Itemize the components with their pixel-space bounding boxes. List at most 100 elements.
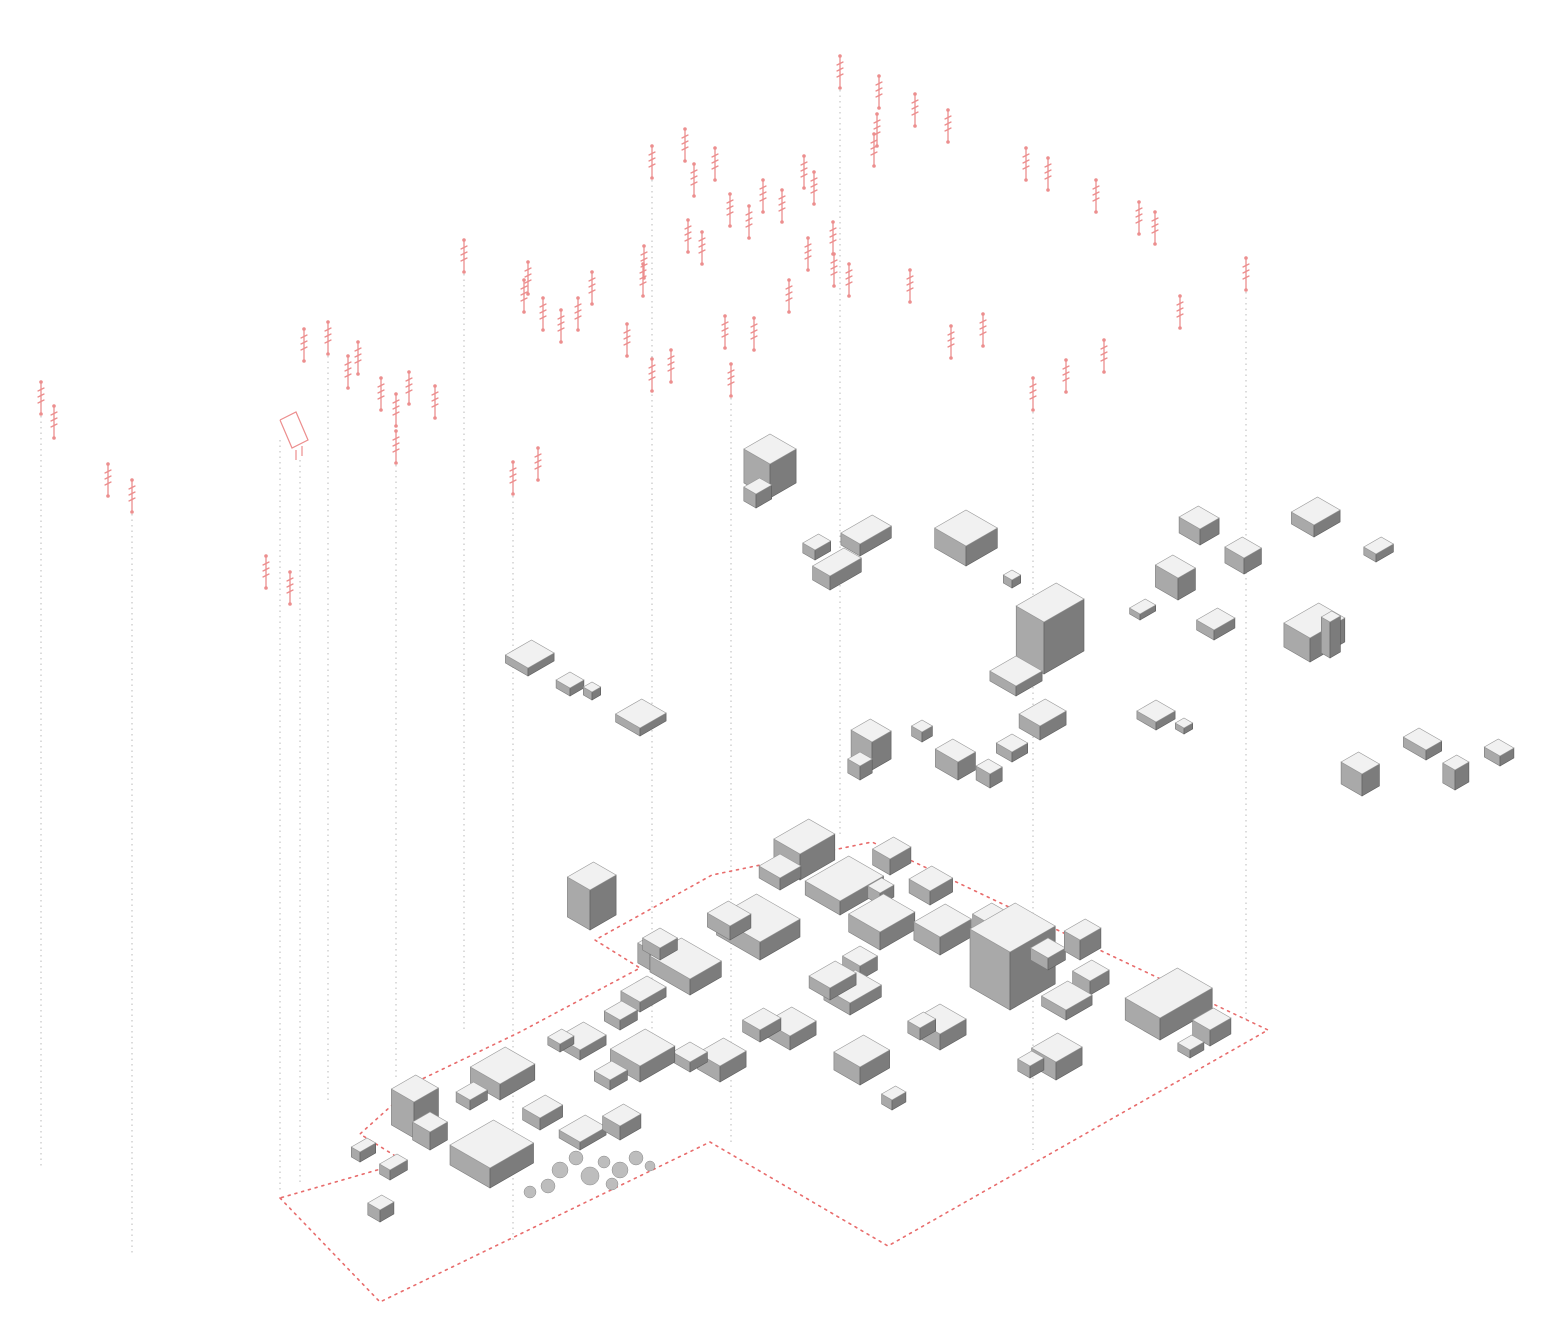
building-block [873,837,911,875]
building-block [1155,555,1195,600]
utility-pole-icon [846,262,852,298]
utility-pole-icon [1023,146,1029,182]
building-block [616,699,667,736]
building-block [368,1195,394,1222]
utility-pole-icon [1136,200,1142,236]
utility-pole-icon [760,178,766,214]
utility-pole-icon [722,314,728,350]
building-block [1321,611,1340,658]
utility-pole-icon [345,354,351,390]
utility-pole-icon [912,92,918,128]
building-block [559,1115,606,1150]
tree-cluster [524,1151,655,1198]
building-block [523,1095,563,1130]
building-block [1019,699,1066,740]
building-block [841,515,891,556]
utility-pole-icon [691,162,697,198]
tree-icon [606,1178,618,1190]
utility-pole-icon [1093,178,1099,214]
building-block [1484,739,1514,766]
utility-pole-icon [786,278,792,314]
bench-icon [280,412,308,460]
utility-pole-icon [432,384,438,420]
utility-pole-icon [685,218,691,254]
utility-pole-icon [641,244,647,280]
utility-pole-icon [287,570,293,606]
utility-pole-icon [525,260,531,296]
utility-pole-icon [355,340,361,376]
building-block [556,672,584,696]
utility-poles-layer [38,54,1249,606]
building-block [935,510,998,566]
building-block [1403,728,1441,760]
building-block [1443,755,1469,790]
utility-pole-icon [907,268,913,304]
building-block [996,734,1027,762]
building-block [1179,506,1219,545]
tree-icon [612,1162,628,1178]
utility-pole-icon [751,316,757,352]
building-block [351,1138,375,1162]
utility-pole-icon [540,296,546,332]
ground-building-layer [351,819,1231,1222]
utility-pole-icon [535,446,541,482]
building-block [803,534,831,560]
utility-pole-icon [811,170,817,206]
utility-pole-icon [699,230,705,266]
utility-pole-icon [830,220,836,256]
tree-icon [629,1151,643,1165]
utility-pole-icon [649,144,655,180]
building-block [380,1154,408,1180]
tree-icon [569,1151,583,1165]
building-block [1341,752,1379,796]
utility-pole-icon [461,238,467,274]
building-block [1130,599,1156,620]
utility-pole-icon [575,296,581,332]
building-block [1003,570,1020,588]
building-block [583,682,600,700]
utility-pole-icon [1063,358,1069,394]
utility-pole-icon [876,74,882,110]
utility-pole-icon [874,112,880,148]
utility-pole-icon [1030,376,1036,412]
upper-building-layer [505,434,1514,796]
utility-pole-icon [38,380,44,416]
building-block [882,1086,906,1110]
building-block [976,759,1002,788]
utility-pole-icon [1101,338,1107,374]
building-block [603,1104,641,1140]
building-block [1291,497,1340,537]
building-block [1016,583,1084,674]
building-block [1175,718,1192,734]
utility-pole-icon [1152,210,1158,246]
utility-pole-icon [589,270,595,306]
utility-pole-icon [945,108,951,144]
tree-icon [524,1186,536,1198]
building-block [834,1035,890,1085]
utility-pole-icon [1177,294,1183,330]
building-block [909,866,953,905]
building-block [1364,537,1394,562]
utility-pole-icon [871,132,877,168]
tree-icon [598,1156,610,1168]
utility-pole-icon [406,370,412,406]
building-block [912,720,933,742]
building-block [1137,700,1175,730]
utility-pole-icon [837,54,843,90]
utility-pole-icon [393,429,399,465]
building-block [1197,608,1235,640]
tree-icon [645,1161,655,1171]
utility-pole-icon [980,312,986,348]
utility-pole-icon [510,460,516,496]
utility-pole-icon [728,362,734,398]
building-block [935,739,975,780]
tree-icon [541,1179,555,1193]
utility-pole-icon [263,554,269,590]
building-block [567,862,616,930]
building-block [914,904,971,955]
utility-pole-icon [521,278,527,314]
utility-pole-icon [1243,256,1249,292]
utility-pole-icon [831,252,837,288]
utility-pole-icon [325,320,331,356]
